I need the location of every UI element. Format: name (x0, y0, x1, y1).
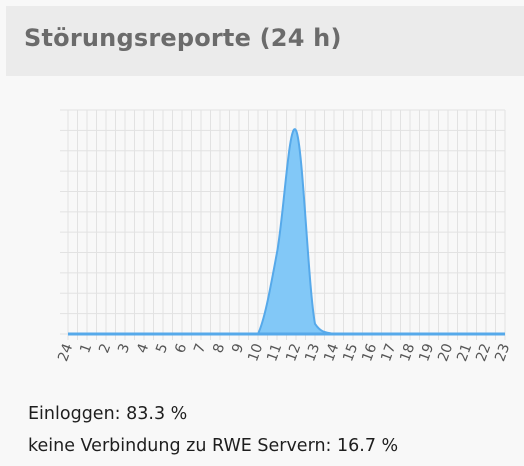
x-tick-label: 8 (210, 342, 228, 356)
stat-login-value: 83.3 % (126, 404, 188, 424)
x-tick-label: 3 (115, 342, 133, 356)
stat-login: Einloggen: 83.3 % (28, 404, 188, 424)
x-tick-label: 16 (359, 341, 380, 363)
x-tick-label: 23 (492, 342, 513, 364)
series-area (68, 129, 505, 334)
x-tick-label: 24 (55, 341, 76, 363)
x-tick-label: 18 (397, 342, 418, 364)
x-tick-label: 22 (473, 342, 494, 364)
page-title: Störungsreporte (24 h) (24, 24, 342, 52)
card-header: Störungsreporte (24 h) (6, 6, 524, 76)
stat-no-connection-label: keine Verbindung zu RWE Servern (28, 436, 326, 456)
x-tick-label: 4 (134, 341, 152, 355)
x-tick-label: 13 (302, 342, 323, 364)
x-tick-label: 15 (340, 342, 361, 364)
x-tick-label: 21 (454, 342, 475, 364)
x-tick-label: 19 (416, 342, 437, 364)
x-tick-label: 9 (229, 342, 247, 356)
x-tick-label: 10 (245, 342, 266, 364)
x-tick-label: 17 (378, 342, 399, 364)
x-tick-label: 5 (153, 342, 171, 356)
x-tick-label: 12 (283, 342, 304, 364)
x-tick-label: 2 (96, 342, 114, 356)
x-tick-label: 20 (435, 342, 456, 364)
stat-no-connection-value: 16.7 % (337, 436, 399, 456)
x-tick-label: 14 (321, 341, 342, 363)
stats-list: Einloggen: 83.3 % keine Verbindung zu RW… (28, 398, 398, 462)
stat-no-connection: keine Verbindung zu RWE Servern: 16.7 % (28, 436, 399, 456)
x-tick-label: 1 (77, 342, 95, 356)
stat-login-label: Einloggen (28, 404, 115, 424)
x-tick-label: 7 (191, 342, 209, 356)
x-tick-label: 6 (172, 341, 190, 355)
x-tick-label: 11 (264, 342, 285, 364)
